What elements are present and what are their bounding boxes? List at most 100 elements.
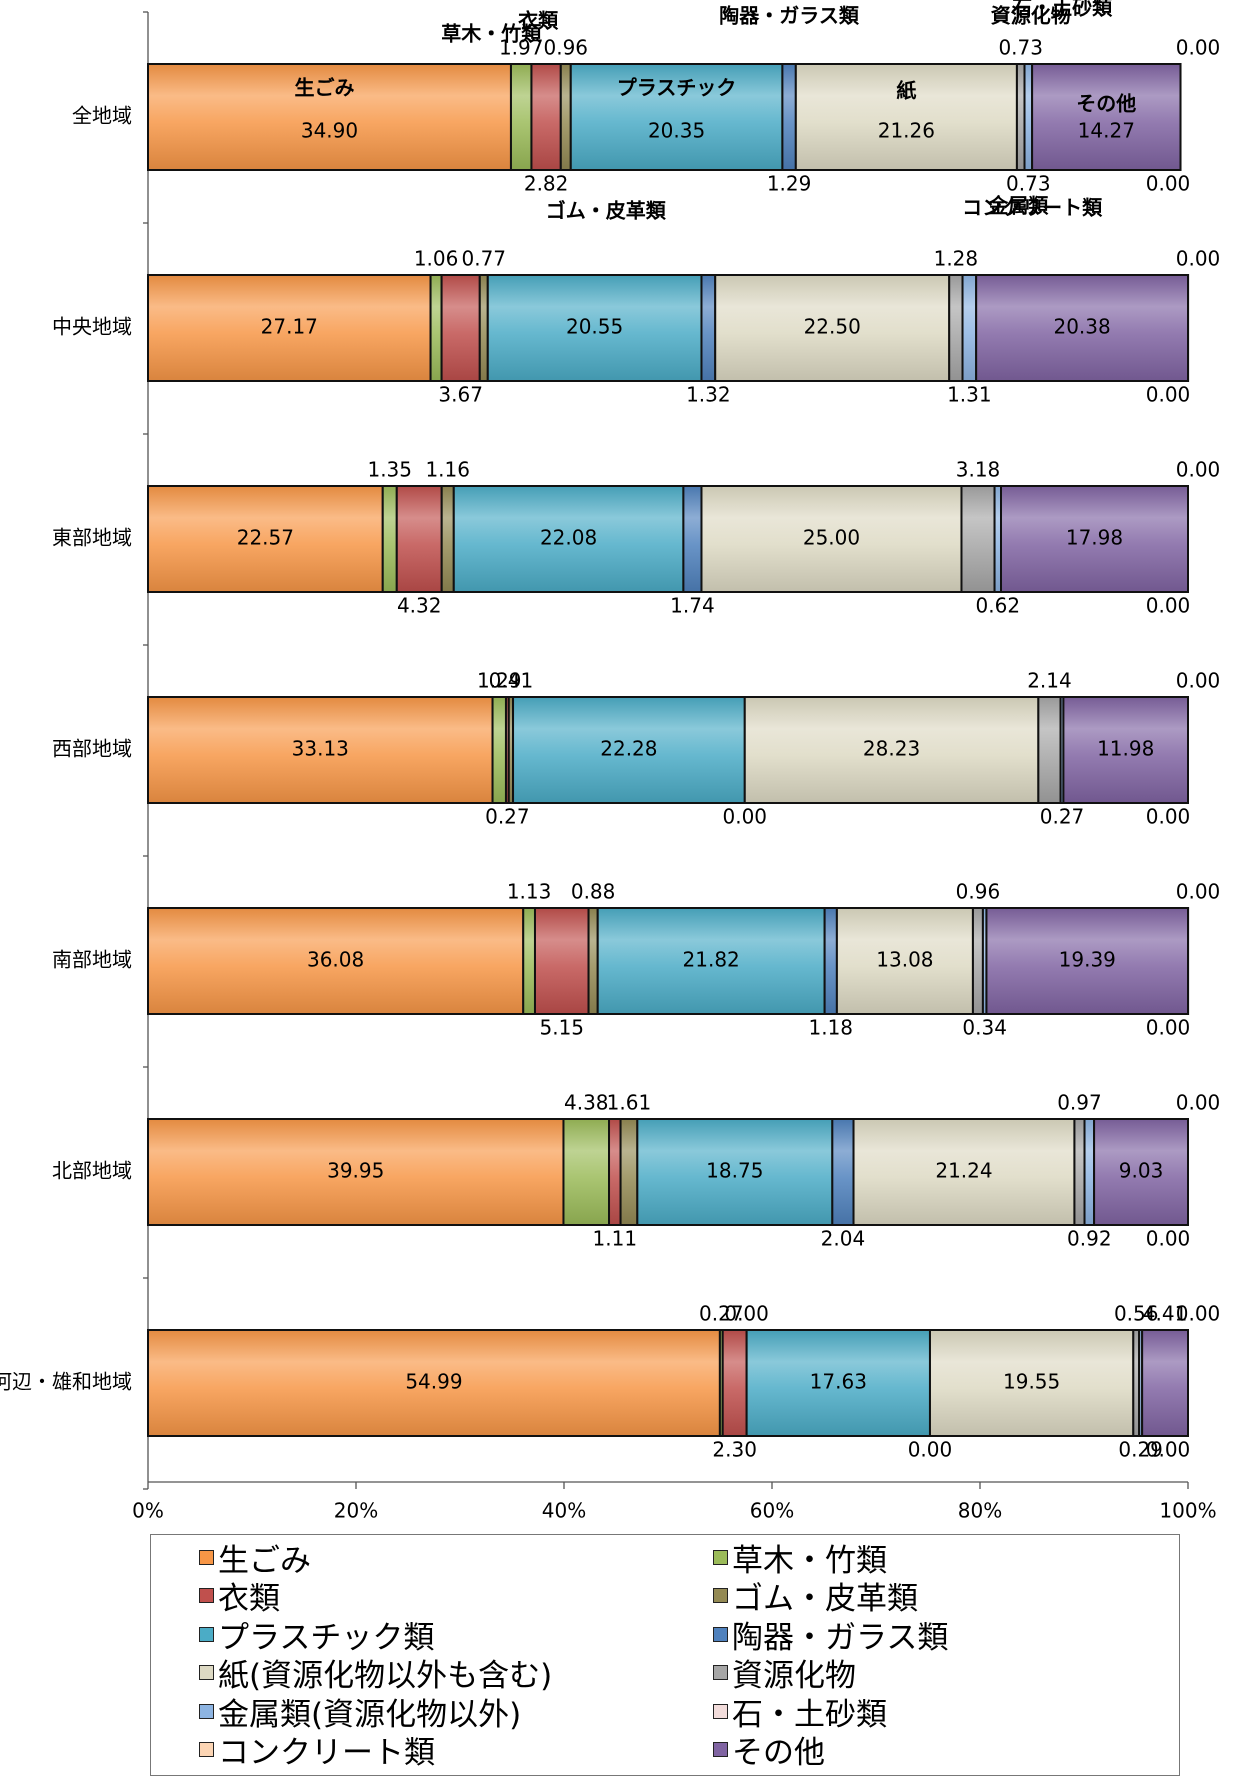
bar-segment [440,274,481,382]
bar-segment [533,907,590,1015]
data-label: 0.00 [1176,880,1221,904]
legend-swatch [713,1626,728,1642]
data-label: 0.00 [1176,458,1221,482]
data-label: 1.13 [507,880,552,904]
legend-label: 紙(資源化物以外も含む) [218,1658,553,1694]
bar-segment [714,274,951,382]
annotation-label: コンクリート類 [962,196,1103,220]
data-label: 0.00 [1176,36,1221,60]
data-label: 5.15 [539,1016,584,1040]
annotation-label: 衣類 [518,9,559,33]
bar-segment [948,274,964,382]
legend-swatch [713,1742,728,1757]
bar-segment [440,485,455,593]
legend-swatch [713,1703,728,1719]
data-label: 17.63 [810,1370,867,1394]
data-label: 0.00 [1146,383,1191,407]
bar-segment [700,274,717,382]
annotation-label: その他 [1076,92,1136,116]
data-label: 0.27 [485,805,530,829]
data-label: 13.08 [876,948,933,972]
data-label: 0.29 [1118,1438,1163,1462]
x-tick-label: 20% [334,1499,378,1523]
legend-swatch [199,1626,214,1642]
data-label: 0.96 [544,36,589,60]
data-label: 2.14 [1027,669,1072,693]
data-label: 0.27 [699,1302,744,1326]
bar-outline [147,907,1189,1015]
x-tick-label: 80% [958,1499,1002,1523]
bar-segment [587,907,599,1015]
data-label: 1.61 [607,1091,652,1115]
annotation-label: 資源化物 [991,4,1071,28]
data-label: 1.16 [425,458,470,482]
data-label: 0.00 [1146,1438,1191,1462]
data-label: 4.38 [564,1091,609,1115]
data-label: 3.18 [956,458,1001,482]
data-label: 0.00 [1176,1091,1221,1115]
legend-label: 陶器・ガラス類 [732,1619,949,1656]
legend-swatch [199,1742,214,1757]
x-tick-label: 40% [542,1499,586,1523]
legend-swatch [199,1588,214,1603]
data-label: 0.00 [1146,594,1191,618]
legend-item: 石・土砂類 [713,1693,887,1733]
data-label: 22.50 [804,315,861,339]
bar-segment [147,696,494,804]
category-label: 西部地域 [52,737,132,761]
bar-segment [682,485,703,593]
annotation-label: 石・土砂類 [1011,0,1113,20]
category-label: 北部地域 [52,1159,132,1183]
bar-segment [147,485,384,593]
legend-item: 衣類 [199,1578,280,1617]
legend-item: ゴム・皮革類 [713,1578,918,1617]
legend-item: 陶器・ガラス類 [713,1616,948,1656]
legend-item: 生ごみ [199,1539,311,1579]
chart-svg: 0% 20% 40% 60% 80% 100% 全地域中央地域東部地域西部地域南部地域北部地… [0,0,1221,1523]
data-label: 28.23 [863,737,920,761]
legend-label: その他 [732,1735,825,1771]
data-label: 1.11 [593,1227,638,1251]
legend-swatch [199,1549,214,1565]
category-label: 南部地域 [52,948,132,972]
annotation-label: 金属類 [987,194,1049,218]
data-label: 22.57 [237,526,294,550]
data-label: 0.00 [1176,1302,1221,1326]
bar-outline [147,485,1189,593]
data-label: 17.98 [1066,526,1123,550]
bar-segment [1023,63,1034,171]
bar-segment [781,63,797,171]
data-label: 1.29 [767,172,812,196]
bar-segment [522,907,536,1015]
data-label: 39.95 [327,1159,384,1183]
legend-item: その他 [713,1732,825,1771]
bar-segment [1062,696,1189,804]
legend-swatch [199,1703,214,1719]
bar-segment [381,485,398,593]
data-label: 0.00 [724,1302,769,1326]
legend-item: 草木・竹類 [713,1539,887,1579]
bar-outline [147,274,1189,382]
data-label: 0.88 [571,880,616,904]
bar-segment [619,1118,639,1226]
bar-segment [147,1329,721,1437]
bar-segment [452,485,685,593]
data-label: 1.35 [367,458,412,482]
data-label: 54.99 [405,1370,462,1394]
data-label: 2.04 [821,1227,866,1251]
bar-segment [512,696,746,804]
data-label: 22.08 [540,526,597,550]
data-label: 1.74 [670,594,715,618]
annotation-label: ゴム・皮革類 [546,199,667,223]
data-label: 9.03 [1119,1159,1164,1183]
data-label: 0.27 [1040,805,1085,829]
data-label: 0.56 [1114,1302,1159,1326]
legend-label: ゴム・皮革類 [732,1581,918,1617]
bar-segment [823,907,838,1015]
data-label: 25.00 [803,526,860,550]
legend-item: プラスチック類 [199,1616,434,1656]
bar-outline [147,1118,1189,1226]
annotation-label: 紙 [896,79,916,103]
data-label: 0.97 [1057,1091,1102,1115]
bar-outline [147,63,1182,171]
